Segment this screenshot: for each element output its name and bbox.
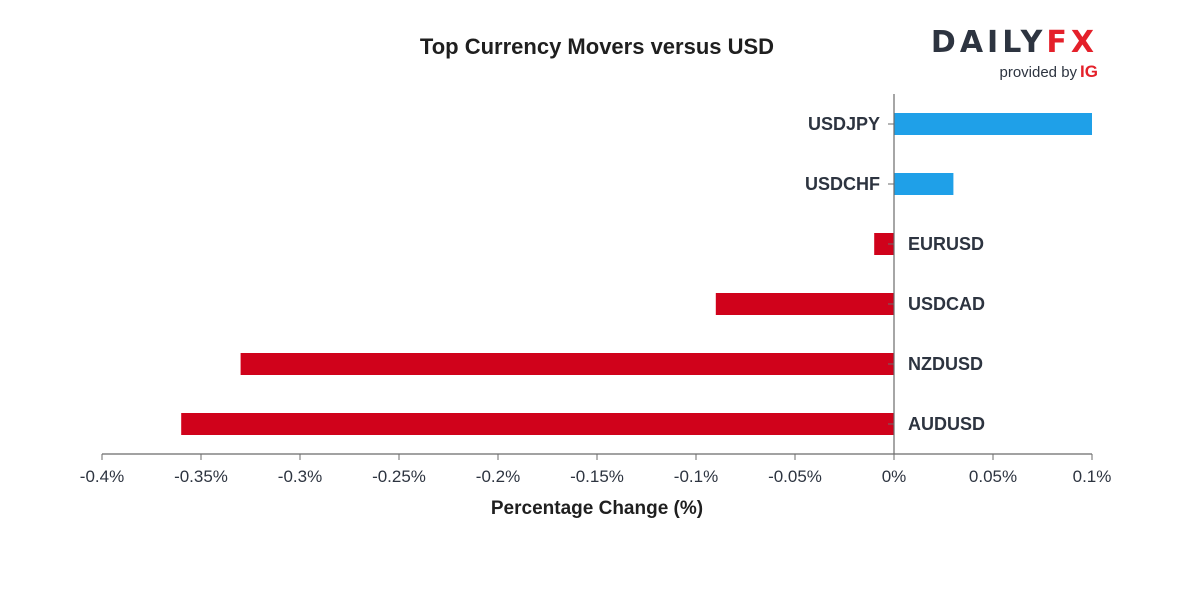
logo-daily-text: DAILY <box>930 25 1047 60</box>
dailyfx-logo: DAILYFX provided by IG <box>928 26 1098 82</box>
category-label-usdchf: USDCHF <box>805 174 880 194</box>
bar-usdchf <box>894 173 954 195</box>
category-label-eurusd: EURUSD <box>908 234 984 254</box>
provided-by-text: provided by <box>999 64 1078 81</box>
x-ticks-group: -0.4% -0.35% -0.3% -0.25% -0.2% -0.15% -0.1% -0… <box>80 454 1112 486</box>
chart-title: Top Currency Movers versus USD <box>420 34 774 59</box>
x-tick-label: 0.05% <box>969 467 1017 486</box>
x-tick-label: -0.25% <box>372 467 426 486</box>
bar-nzdusd <box>240 353 895 375</box>
logo-fx-text: FX <box>1046 25 1098 60</box>
logo-subtitle: provided by IG <box>928 62 1098 82</box>
x-tick-label: -0.4% <box>80 467 124 486</box>
x-tick-label: -0.35% <box>174 467 228 486</box>
category-label-nzdusd: NZDUSD <box>908 354 983 374</box>
bar-usdjpy <box>894 113 1092 135</box>
x-tick-label: 0.1% <box>1073 467 1112 486</box>
category-label-audusd: AUDUSD <box>908 414 985 434</box>
bar-eurusd <box>874 233 894 255</box>
bar-usdcad <box>715 293 894 315</box>
x-tick-label: 0% <box>882 467 907 486</box>
bar-audusd <box>181 413 894 435</box>
x-tick-label: -0.3% <box>278 467 322 486</box>
x-tick-label: -0.05% <box>768 467 822 486</box>
category-labels-group: USDJPY USDCHF EURUSD USDCAD NZDUSD AUDUSD <box>805 114 985 434</box>
x-tick-label: -0.2% <box>476 467 520 486</box>
category-label-usdjpy: USDJPY <box>808 114 880 134</box>
x-axis-title: Percentage Change (%) <box>491 498 703 519</box>
axes-group <box>102 94 1092 455</box>
x-tick-label: -0.15% <box>570 467 624 486</box>
x-tick-label: -0.1% <box>674 467 718 486</box>
category-label-usdcad: USDCAD <box>908 294 985 314</box>
logo-wordmark: DAILYFX <box>928 26 1098 60</box>
ig-logo-text: IG <box>1080 62 1098 81</box>
bars-group <box>181 113 1092 435</box>
